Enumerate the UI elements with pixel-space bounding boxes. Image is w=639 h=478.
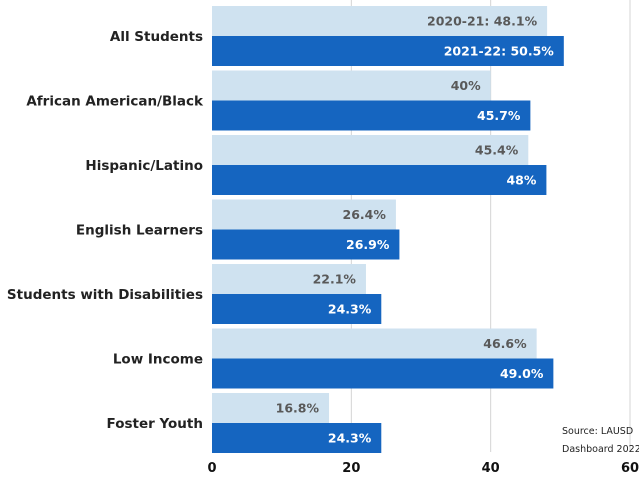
data-label: 26.9%	[346, 237, 390, 252]
bar	[212, 423, 382, 453]
data-label: 22.1%	[313, 272, 357, 287]
x-tick-label: 20	[342, 461, 360, 476]
data-label: 40%	[451, 78, 481, 93]
data-label: 26.4%	[343, 207, 387, 222]
bar	[212, 358, 554, 389]
category-labels: All Students African American/Black Hispan…	[7, 29, 204, 432]
data-label: 49.0%	[500, 366, 544, 381]
category-label: Hispanic/Latino	[85, 158, 203, 174]
data-label: 2021-22: 50.5%	[444, 44, 555, 59]
bar	[212, 328, 537, 359]
data-label: 16.8%	[276, 401, 320, 416]
bar	[212, 229, 400, 260]
data-label: 24.3%	[328, 302, 372, 317]
data-label: 2020-21: 48.1%	[427, 14, 538, 29]
value-labels: 2020-21: 48.1% 2021-22: 50.5% 40% 45.7% 45.4…	[276, 14, 555, 446]
x-tick-label: 60	[621, 461, 639, 476]
x-tick-label: 0	[207, 461, 216, 476]
source-line-1: Source: LAUSD	[562, 426, 634, 437]
bar	[212, 135, 529, 165]
source-note: Source: LAUSD Dashboard 2022	[562, 423, 639, 459]
category-label: Students with Disabilities	[7, 287, 203, 303]
category-label: Low Income	[113, 352, 203, 368]
data-label: 24.3%	[328, 431, 372, 446]
bar	[212, 294, 382, 324]
data-label: 46.6%	[483, 336, 527, 351]
data-label: 45.7%	[477, 108, 521, 123]
bar	[212, 199, 396, 230]
bar	[212, 393, 330, 423]
x-axis-ticks: 0 20 40 60	[207, 461, 639, 476]
bar	[212, 36, 564, 66]
bar	[212, 6, 548, 36]
data-label: 48%	[506, 173, 536, 188]
data-label: 45.4%	[475, 143, 519, 158]
bar	[212, 70, 491, 101]
category-label: English Learners	[76, 223, 203, 239]
category-label: Foster Youth	[107, 416, 203, 432]
source-line-2: Dashboard 2022	[562, 444, 639, 455]
bar	[212, 264, 366, 294]
category-label: All Students	[110, 29, 203, 45]
bars	[212, 6, 564, 453]
bar	[212, 165, 547, 195]
category-label: African American/Black	[26, 94, 204, 110]
bar	[212, 100, 531, 131]
x-tick-label: 40	[482, 461, 500, 476]
